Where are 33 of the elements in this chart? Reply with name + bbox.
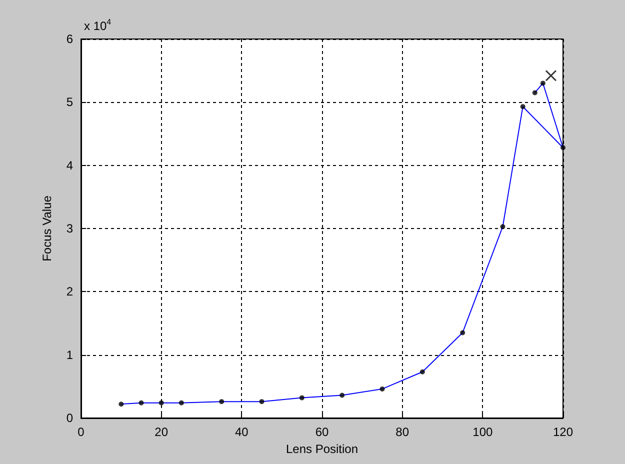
point bbox=[118, 402, 124, 407]
y-axis-title: Focus Value bbox=[40, 195, 54, 262]
point bbox=[259, 399, 264, 404]
point bbox=[340, 392, 345, 398]
x-tick-label: 60 bbox=[315, 425, 329, 439]
point bbox=[299, 395, 304, 400]
point bbox=[380, 386, 385, 392]
point bbox=[560, 145, 566, 150]
x-axis-title: Lens Position bbox=[286, 442, 358, 456]
y-tick-label: 0 bbox=[66, 411, 74, 425]
y-tick-label: 5 bbox=[66, 95, 74, 110]
point bbox=[540, 80, 546, 86]
point bbox=[500, 224, 506, 230]
x-tick-label: 100 bbox=[472, 425, 493, 439]
point bbox=[545, 70, 557, 82]
point bbox=[219, 399, 224, 404]
point bbox=[532, 90, 538, 96]
y-tick-label: 3 bbox=[66, 222, 74, 236]
y-tick-label: 4 bbox=[66, 158, 74, 172]
point bbox=[460, 330, 466, 336]
x-tick-label: 80 bbox=[396, 425, 410, 439]
point bbox=[420, 369, 425, 374]
x-tick-label: 120 bbox=[552, 425, 574, 439]
y-tick-label: 2 bbox=[66, 284, 74, 299]
point bbox=[520, 104, 526, 110]
y-tick-label: 6 bbox=[66, 32, 74, 46]
point bbox=[158, 400, 164, 406]
y-tick-label: 1 bbox=[66, 348, 74, 362]
point bbox=[138, 400, 144, 406]
x-tick-label: 20 bbox=[154, 425, 168, 439]
x-tick-label: 0 bbox=[78, 425, 85, 439]
x-tick-label: 40 bbox=[234, 425, 249, 439]
point bbox=[178, 400, 184, 406]
